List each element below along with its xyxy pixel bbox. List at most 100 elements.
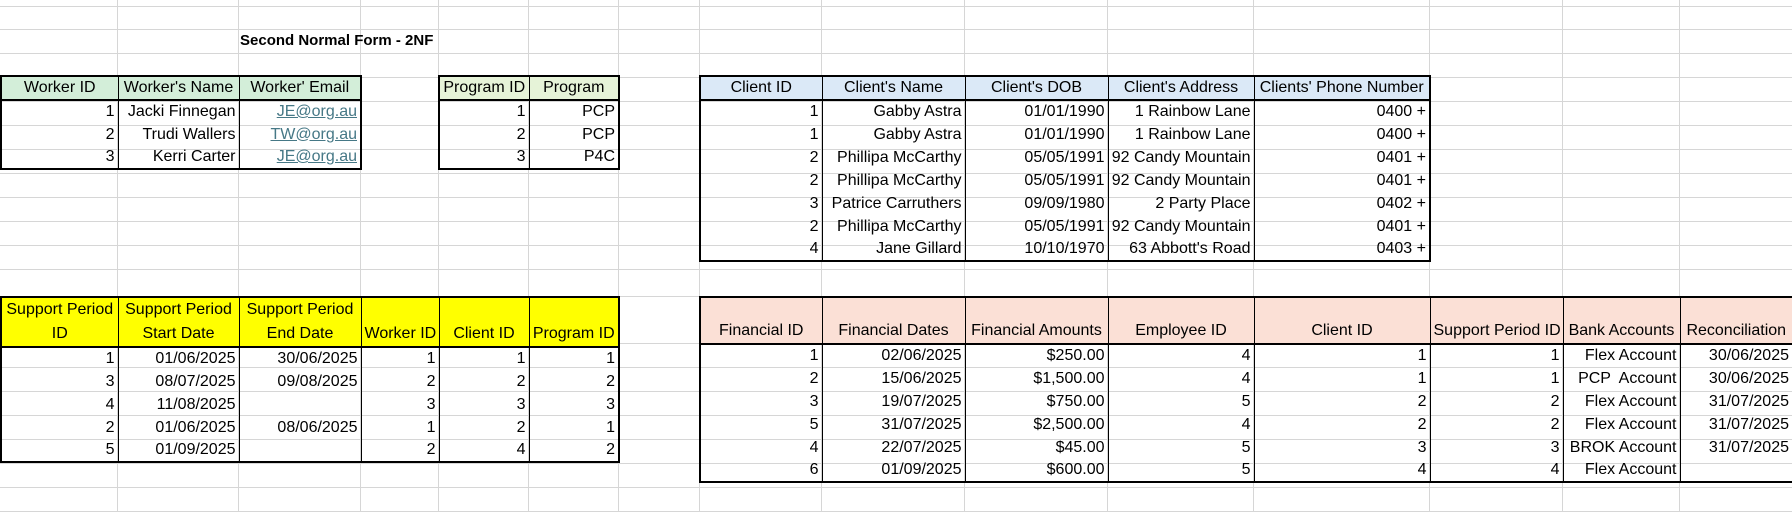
cell[interactable]: 1: [1430, 367, 1564, 390]
cell[interactable]: 1: [1254, 367, 1431, 390]
cell[interactable]: 22/07/2025: [822, 436, 966, 459]
cell[interactable]: 05/05/1991: [965, 146, 1109, 169]
cell[interactable]: 11/08/2025: [118, 393, 240, 416]
cell[interactable]: 2: [439, 416, 530, 439]
cell[interactable]: 1: [1430, 344, 1564, 367]
cell[interactable]: Phillipa McCarthy: [822, 215, 966, 238]
cell[interactable]: 5: [1, 439, 119, 462]
cell[interactable]: JE@org.au: [239, 146, 361, 169]
cell[interactable]: 10/10/1970: [965, 238, 1109, 261]
cell[interactable]: 1: [606, 350, 615, 367]
cell[interactable]: 2: [361, 439, 440, 462]
cell[interactable]: 4: [439, 439, 530, 462]
cell[interactable]: 01/01/1990: [965, 100, 1109, 123]
cell[interactable]: 1 Rainbow Lane: [1108, 100, 1255, 123]
cell[interactable]: PCP Account: [1563, 367, 1681, 390]
cell[interactable]: 2: [700, 169, 823, 192]
cell[interactable]: 3: [1, 370, 119, 393]
cell[interactable]: [239, 393, 362, 416]
cell[interactable]: 09/09/1980: [965, 192, 1109, 215]
cell[interactable]: PCP: [582, 125, 615, 143]
cell[interactable]: 05/05/1991: [965, 169, 1109, 192]
cell[interactable]: $750.00: [965, 390, 1109, 413]
header-cell[interactable]: Bank Accounts: [1563, 297, 1681, 345]
cell[interactable]: 05/05/1991: [965, 215, 1109, 238]
cell[interactable]: Flex Account: [1563, 413, 1681, 436]
header-cell[interactable]: Client's Name: [822, 76, 966, 101]
cell[interactable]: 0401 +: [1376, 148, 1426, 166]
cell[interactable]: 2: [1254, 390, 1431, 413]
cell[interactable]: 0402 +: [1376, 194, 1426, 212]
cell[interactable]: Gabby Astra: [822, 123, 966, 146]
header-cell[interactable]: Support Period End Date: [239, 297, 362, 348]
cell[interactable]: 01/01/1990: [965, 123, 1109, 146]
cell[interactable]: 5: [700, 413, 823, 436]
cell[interactable]: P4C: [583, 148, 615, 165]
cell[interactable]: 31/07/2025: [822, 413, 966, 436]
cell[interactable]: $250.00: [965, 344, 1109, 367]
cell[interactable]: 4: [700, 238, 823, 261]
cell[interactable]: 2: [1430, 413, 1564, 436]
cell[interactable]: 4: [1108, 413, 1255, 436]
cell[interactable]: 1: [1, 100, 119, 123]
cell[interactable]: 1: [361, 347, 440, 370]
cell[interactable]: 08/06/2025: [239, 416, 362, 439]
cell[interactable]: 0401 +: [1376, 217, 1426, 235]
cell[interactable]: 02/06/2025: [822, 344, 966, 367]
header-cell[interactable]: Client's Address: [1108, 76, 1255, 101]
cell[interactable]: 0403 +: [1376, 240, 1426, 257]
cell[interactable]: 4: [1254, 459, 1431, 482]
cell[interactable]: 3: [1, 146, 119, 169]
cell[interactable]: 1: [439, 100, 530, 123]
cell[interactable]: 3: [1430, 436, 1564, 459]
cell[interactable]: PCP: [582, 103, 615, 120]
cell[interactable]: BROK Account: [1563, 436, 1681, 459]
cell[interactable]: 3: [606, 395, 615, 413]
header-cell[interactable]: Clients' Phone Number: [1254, 76, 1430, 101]
cell[interactable]: 1: [361, 416, 440, 439]
cell[interactable]: 01/06/2025: [118, 416, 240, 439]
cell[interactable]: 2: [1, 123, 119, 146]
cell[interactable]: 01/09/2025: [822, 459, 966, 482]
header-cell[interactable]: Financial ID: [700, 297, 823, 345]
cell[interactable]: 2: [700, 367, 823, 390]
cell[interactable]: 2: [439, 123, 530, 146]
cell[interactable]: 2: [700, 146, 823, 169]
cell[interactable]: Kerri Carter: [118, 146, 240, 169]
cell[interactable]: 1: [606, 418, 615, 436]
cell[interactable]: 09/08/2025: [239, 370, 362, 393]
cell[interactable]: 2: [439, 370, 530, 393]
cell[interactable]: 31/07/2025: [1708, 392, 1789, 410]
header-cell[interactable]: Program: [529, 76, 619, 101]
cell[interactable]: 1: [439, 347, 530, 370]
cell[interactable]: 2 Party Place: [1108, 192, 1255, 215]
cell[interactable]: 3: [700, 192, 823, 215]
cell[interactable]: [1680, 459, 1792, 482]
cell[interactable]: 5: [1108, 436, 1255, 459]
cell[interactable]: $45.00: [965, 436, 1109, 459]
cell[interactable]: Jacki Finnegan: [118, 100, 240, 123]
cell[interactable]: 5: [1108, 459, 1255, 482]
cell[interactable]: 19/07/2025: [822, 390, 966, 413]
header-cell[interactable]: Support Period ID: [1, 297, 119, 348]
cell[interactable]: Jane Gillard: [822, 238, 966, 261]
cell[interactable]: 5: [1108, 390, 1255, 413]
cell[interactable]: 1: [1, 347, 119, 370]
cell[interactable]: 31/07/2025: [1708, 415, 1789, 433]
header-cell[interactable]: Reconciliation: [1680, 297, 1792, 345]
cell[interactable]: Flex Account: [1563, 344, 1681, 367]
cell[interactable]: 2: [361, 370, 440, 393]
email-link[interactable]: JE@org.au: [276, 103, 357, 120]
cell[interactable]: 01/09/2025: [118, 439, 240, 462]
cell[interactable]: 4: [700, 436, 823, 459]
header-cell[interactable]: Worker ID: [1, 76, 119, 101]
header-cell[interactable]: Client ID: [1254, 297, 1431, 345]
cell[interactable]: TW@org.au: [239, 123, 361, 146]
cell[interactable]: 0400 +: [1376, 103, 1426, 120]
cell[interactable]: 15/06/2025: [822, 367, 966, 390]
email-link[interactable]: JE@org.au: [276, 148, 357, 165]
cell[interactable]: 63 Abbott's Road: [1108, 238, 1255, 261]
header-cell[interactable]: Program ID: [529, 297, 619, 348]
header-cell[interactable]: Program ID: [439, 76, 530, 101]
cell[interactable]: Phillipa McCarthy: [822, 146, 966, 169]
